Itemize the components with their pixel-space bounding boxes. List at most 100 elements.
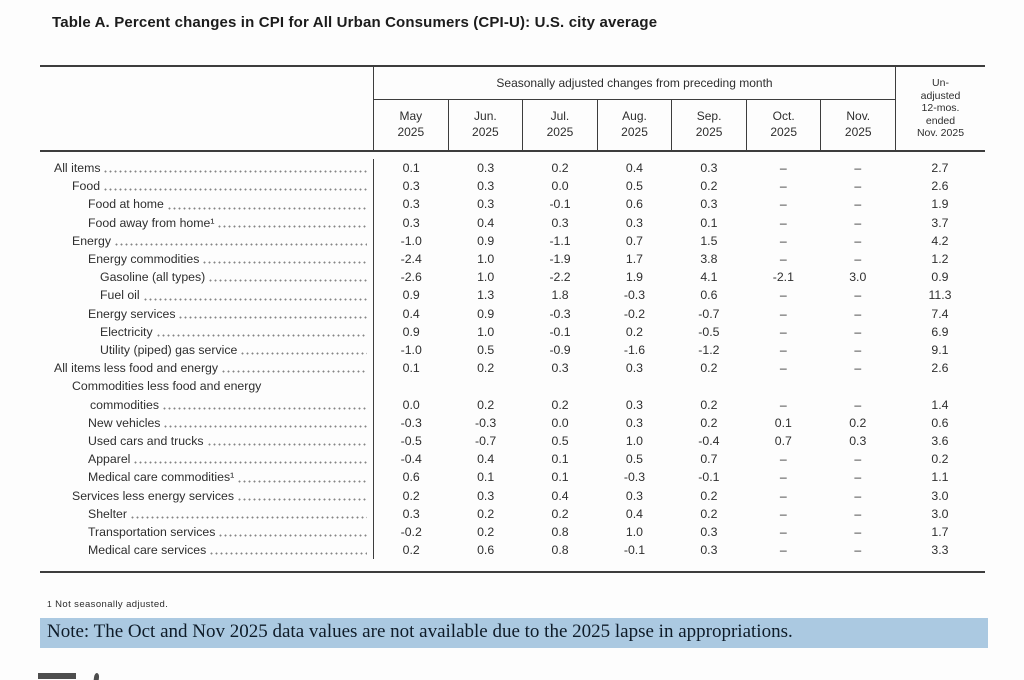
cell-value: – (854, 488, 862, 503)
cell-value: 3.6 (931, 434, 949, 449)
cell-value: 0.5 (477, 343, 495, 358)
cell-value: 0.4 (625, 161, 644, 175)
cell-value: 0.2 (477, 397, 495, 412)
cell-value: 0.2 (477, 506, 495, 521)
cell-value: 0.9 (477, 306, 495, 321)
table-row: All items 0.1 0.3 0.2 0.4 0.3 – – 2.7 (40, 159, 985, 178)
table-row: All items less food and energy 0.1 0.2 0.3 0… (40, 359, 985, 378)
row-label: Energy commodities (88, 252, 200, 267)
cell-value: 0.4 (402, 306, 420, 321)
cutoff-glyph-top (38, 673, 76, 679)
unadjusted-column-header: Un- adjusted 12-mos. ended Nov. 2025 (895, 67, 985, 150)
cell-value: – (779, 525, 787, 540)
month-header-cell: Sep. 2025 (671, 100, 746, 150)
dot-leader (155, 333, 367, 338)
cell-value: 0.1 (402, 361, 420, 376)
cell-value: 2.7 (931, 161, 949, 175)
cell-value: 0.2 (700, 179, 718, 194)
cell-value: – (854, 343, 862, 358)
cell-value: 1.7 (625, 252, 644, 267)
cell-value: – (779, 343, 787, 358)
cell-value: 0.5 (625, 179, 644, 194)
cell-value: 0.3 (700, 161, 718, 175)
cell-value: 0.2 (402, 543, 420, 558)
footnote: 1 Not seasonally adjusted. (47, 599, 168, 610)
month-header-cell: Aug. 2025 (596, 100, 672, 150)
cell-value: -2.4 (400, 252, 422, 267)
row-label: Shelter (88, 506, 127, 521)
table-row: Apparel -0.4 0.4 0.1 0.5 0.7 – – 0.2 (40, 450, 985, 469)
cell-value: 1.3 (477, 288, 495, 303)
row-label-cell: Commodities less food and energy commodit… (40, 377, 374, 414)
row-label-cell: Food at home (40, 195, 374, 214)
cell-value: -1.0 (400, 343, 422, 358)
cell-value: -1.6 (623, 343, 646, 358)
dot-leader (240, 351, 367, 356)
cell-value: 3.0 (849, 270, 867, 285)
cell-value: 0.3 (625, 215, 644, 230)
dot-leader (133, 460, 367, 465)
cell-value: 4.2 (931, 233, 949, 248)
cell-value: – (854, 288, 862, 303)
months-header-group: Seasonally adjusted changes from precedi… (374, 67, 895, 150)
cell-value: 0.2 (700, 361, 718, 376)
table-body: All items 0.1 0.3 0.2 0.4 0.3 – – 2.7 Food 0.3 0.3 0… (40, 152, 985, 574)
cell-value: -1.1 (549, 233, 571, 248)
cell-value: 1.9 (625, 270, 644, 285)
cell-value: 0.3 (700, 543, 718, 558)
cell-value: -0.7 (698, 306, 720, 321)
cell-value: 0.1 (551, 470, 569, 485)
cell-value: 0.4 (625, 506, 644, 521)
cell-value: – (779, 506, 787, 521)
dot-leader (129, 515, 367, 520)
cell-value: -2.2 (549, 270, 571, 285)
cell-value: – (779, 543, 787, 558)
row-label-cell: Energy commodities (40, 250, 374, 269)
cell-value: -0.1 (623, 543, 646, 558)
cell-value: 1.0 (625, 525, 644, 540)
cell-value: 1.0 (477, 270, 495, 285)
cell-value: – (779, 288, 787, 303)
dot-leader (163, 424, 367, 429)
cell-value: 0.1 (477, 470, 495, 485)
note-highlight: Note: The Oct and Nov 2025 data values a… (40, 618, 988, 648)
cell-value: 1.9 (931, 197, 949, 212)
cell-value: – (779, 397, 787, 412)
row-label: Apparel (88, 452, 131, 467)
cell-value: 4.1 (700, 270, 718, 285)
table-row: Medical care commodities¹ 0.6 0.1 0.1 -0.3 -0… (40, 468, 985, 487)
cell-value: 0.5 (551, 434, 569, 449)
row-label-cell: Transportation services (40, 523, 374, 542)
row-label: Gasoline (all types) (100, 270, 206, 285)
row-label: Energy (72, 233, 111, 248)
table-row: Shelter 0.3 0.2 0.2 0.4 0.2 – – 3.0 (40, 504, 985, 524)
table-header: Seasonally adjusted changes from precedi… (40, 65, 985, 152)
cell-value: 0.3 (625, 397, 644, 412)
cell-value: -0.5 (698, 324, 720, 339)
cell-value: 0.2 (700, 506, 718, 521)
cell-value: 0.5 (625, 452, 644, 467)
row-label: Commodities less food and energy (72, 379, 262, 394)
row-label-cell: All items less food and energy (40, 359, 374, 378)
cell-value: -0.3 (549, 306, 571, 321)
cell-value: – (854, 306, 862, 321)
cell-value: -0.7 (475, 434, 497, 449)
footnote-text: Not seasonally adjusted. (55, 599, 169, 610)
cell-value: -0.1 (549, 324, 571, 339)
row-label: Transportation services (88, 525, 216, 540)
dot-leader (208, 278, 367, 283)
dot-leader (103, 169, 367, 174)
cell-value: 0.2 (402, 488, 420, 503)
cell-value: 3.3 (931, 543, 949, 558)
cell-value: 2.6 (931, 361, 949, 376)
month-header-cell: Jul. 2025 (522, 100, 597, 150)
dot-leader (162, 405, 367, 410)
cell-value: 0.3 (625, 488, 644, 503)
cell-value: – (854, 161, 862, 175)
cell-value: 0.3 (625, 415, 644, 430)
cell-value: 0.6 (477, 543, 495, 558)
dot-leader (206, 442, 367, 447)
cell-value: 0.4 (477, 452, 495, 467)
cell-value: 0.7 (774, 434, 792, 449)
cell-value: 0.3 (477, 179, 495, 194)
